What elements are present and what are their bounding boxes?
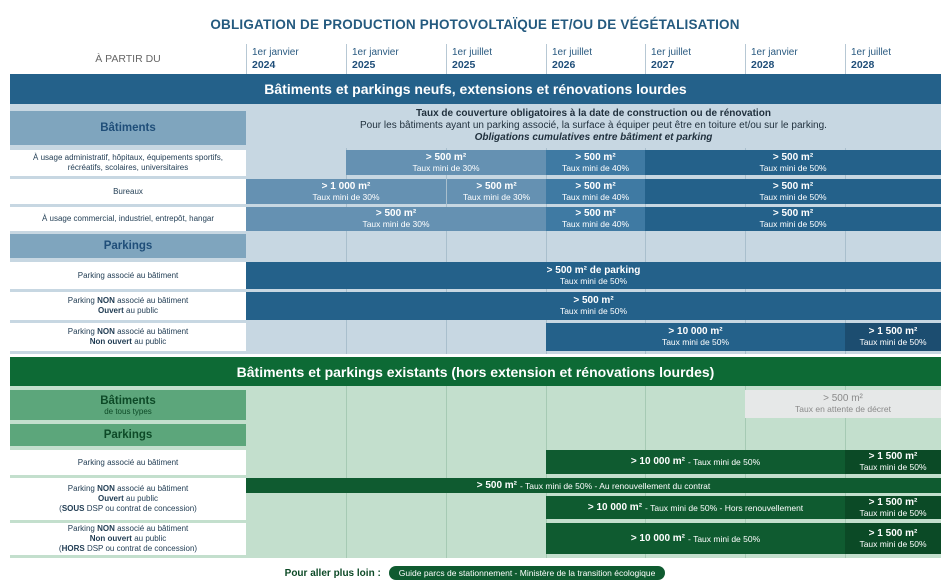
obligation-cell: > 500 m² Taux mini de 50% [645, 150, 941, 175]
date-col: 1er juillet 2025 [446, 44, 546, 74]
row-label: À usage commercial, industriel, entrepôt… [10, 207, 246, 231]
existing-buildings-label: Bâtiments de tous types [10, 390, 246, 420]
divider [446, 148, 447, 354]
divider [546, 148, 547, 354]
row-label: Parking associé au bâtiment [10, 450, 246, 475]
row-label: Parking NON associé au bâtiment Non ouver… [10, 523, 246, 555]
date-col: 1er juillet 2028 [845, 44, 945, 74]
divider [845, 148, 846, 354]
existing-section-header: Bâtiments et parkings existants (hors ex… [10, 357, 941, 386]
obligation-cell: > 1 500 m² Taux mini de 50% [845, 323, 941, 351]
parkings-section-label: Parkings [10, 234, 246, 258]
date-col: 1er juillet 2026 [546, 44, 646, 74]
obligation-cell: > 1 500 m² Taux mini de 50% [845, 523, 941, 554]
row-label: Parking NON associé au bâtiment Non ouver… [10, 323, 246, 351]
obligation-cell: > 1 500 m² Taux mini de 50% [845, 496, 941, 519]
buildings-section-label: Bâtiments [10, 111, 246, 145]
obligation-cell: > 500 m² de parking Taux mini de 50% [246, 262, 941, 289]
obligation-cell: > 500 m² Taux mini de 50% [645, 207, 941, 231]
date-col: 1er juillet 2027 [645, 44, 745, 74]
obligation-cell: > 10 000 m² - Taux mini de 50% - Hors re… [546, 496, 845, 519]
new-section-header: Bâtiments et parkings neufs, extensions … [10, 74, 941, 104]
obligation-cell: > 10 000 m² - Taux mini de 50% [546, 523, 845, 554]
divider [645, 148, 646, 354]
row-label: Parking associé au bâtiment [10, 262, 246, 289]
guide-link[interactable]: Guide parcs de stationnement - Ministère… [388, 566, 666, 580]
footer: Pour aller plus loin : Guide parcs de st… [0, 566, 950, 580]
obligation-cell: > 500 m² Taux mini de 30% [346, 150, 546, 175]
obligation-cell: > 500 m² Taux mini de 50% [645, 179, 941, 204]
obligation-cell: > 500 m² Taux mini de 40% [546, 179, 645, 204]
obligation-cell: > 500 m² Taux mini de 30% [246, 207, 546, 231]
obligation-cell: > 10 000 m² - Taux mini de 50% [546, 450, 845, 474]
date-col: 1er janvier 2024 [246, 44, 346, 74]
row-label: Bureaux [10, 179, 246, 204]
divider [346, 148, 347, 354]
obligation-cell: > 500 m² Taux mini de 40% [546, 207, 645, 231]
row-label: À usage administratif, hôpitaux, équipem… [10, 150, 246, 176]
obligation-cell: > 500 m² Taux en attente de décret [745, 390, 941, 418]
obligation-cell: > 500 m² - Taux mini de 50% - Au renouve… [246, 478, 941, 493]
obligation-cell: > 1 000 m² Taux mini de 30% [246, 179, 446, 204]
date-col: 1er janvier 2025 [346, 44, 446, 74]
row-label: Parking NON associé au bâtiment Ouvert au… [10, 478, 246, 520]
page-title: OBLIGATION DE PRODUCTION PHOTOVOLTAÏQUE … [210, 17, 740, 32]
row-label: Parking NON associé au bâtiment Ouvert au… [10, 292, 246, 320]
date-col: 1er janvier 2028 [745, 44, 845, 74]
obligation-cell: > 1 500 m² Taux mini de 50% [845, 450, 941, 474]
existing-parkings-label: Parkings [10, 424, 246, 446]
obligation-cell: > 10 000 m² Taux mini de 50% [546, 323, 845, 351]
divider [446, 386, 447, 558]
obligation-cell: > 500 m² Taux mini de 40% [546, 150, 645, 175]
footer-label: Pour aller plus loin : [284, 567, 381, 579]
divider [346, 386, 347, 558]
obligation-cell: > 500 m² Taux mini de 30% [447, 179, 546, 204]
obligation-cell: > 500 m² Taux mini de 50% [246, 292, 941, 320]
coverage-info: Taux de couverture obligatoires à la dat… [360, 108, 827, 143]
divider [745, 148, 746, 354]
since-label: À PARTIR DU [95, 53, 161, 65]
